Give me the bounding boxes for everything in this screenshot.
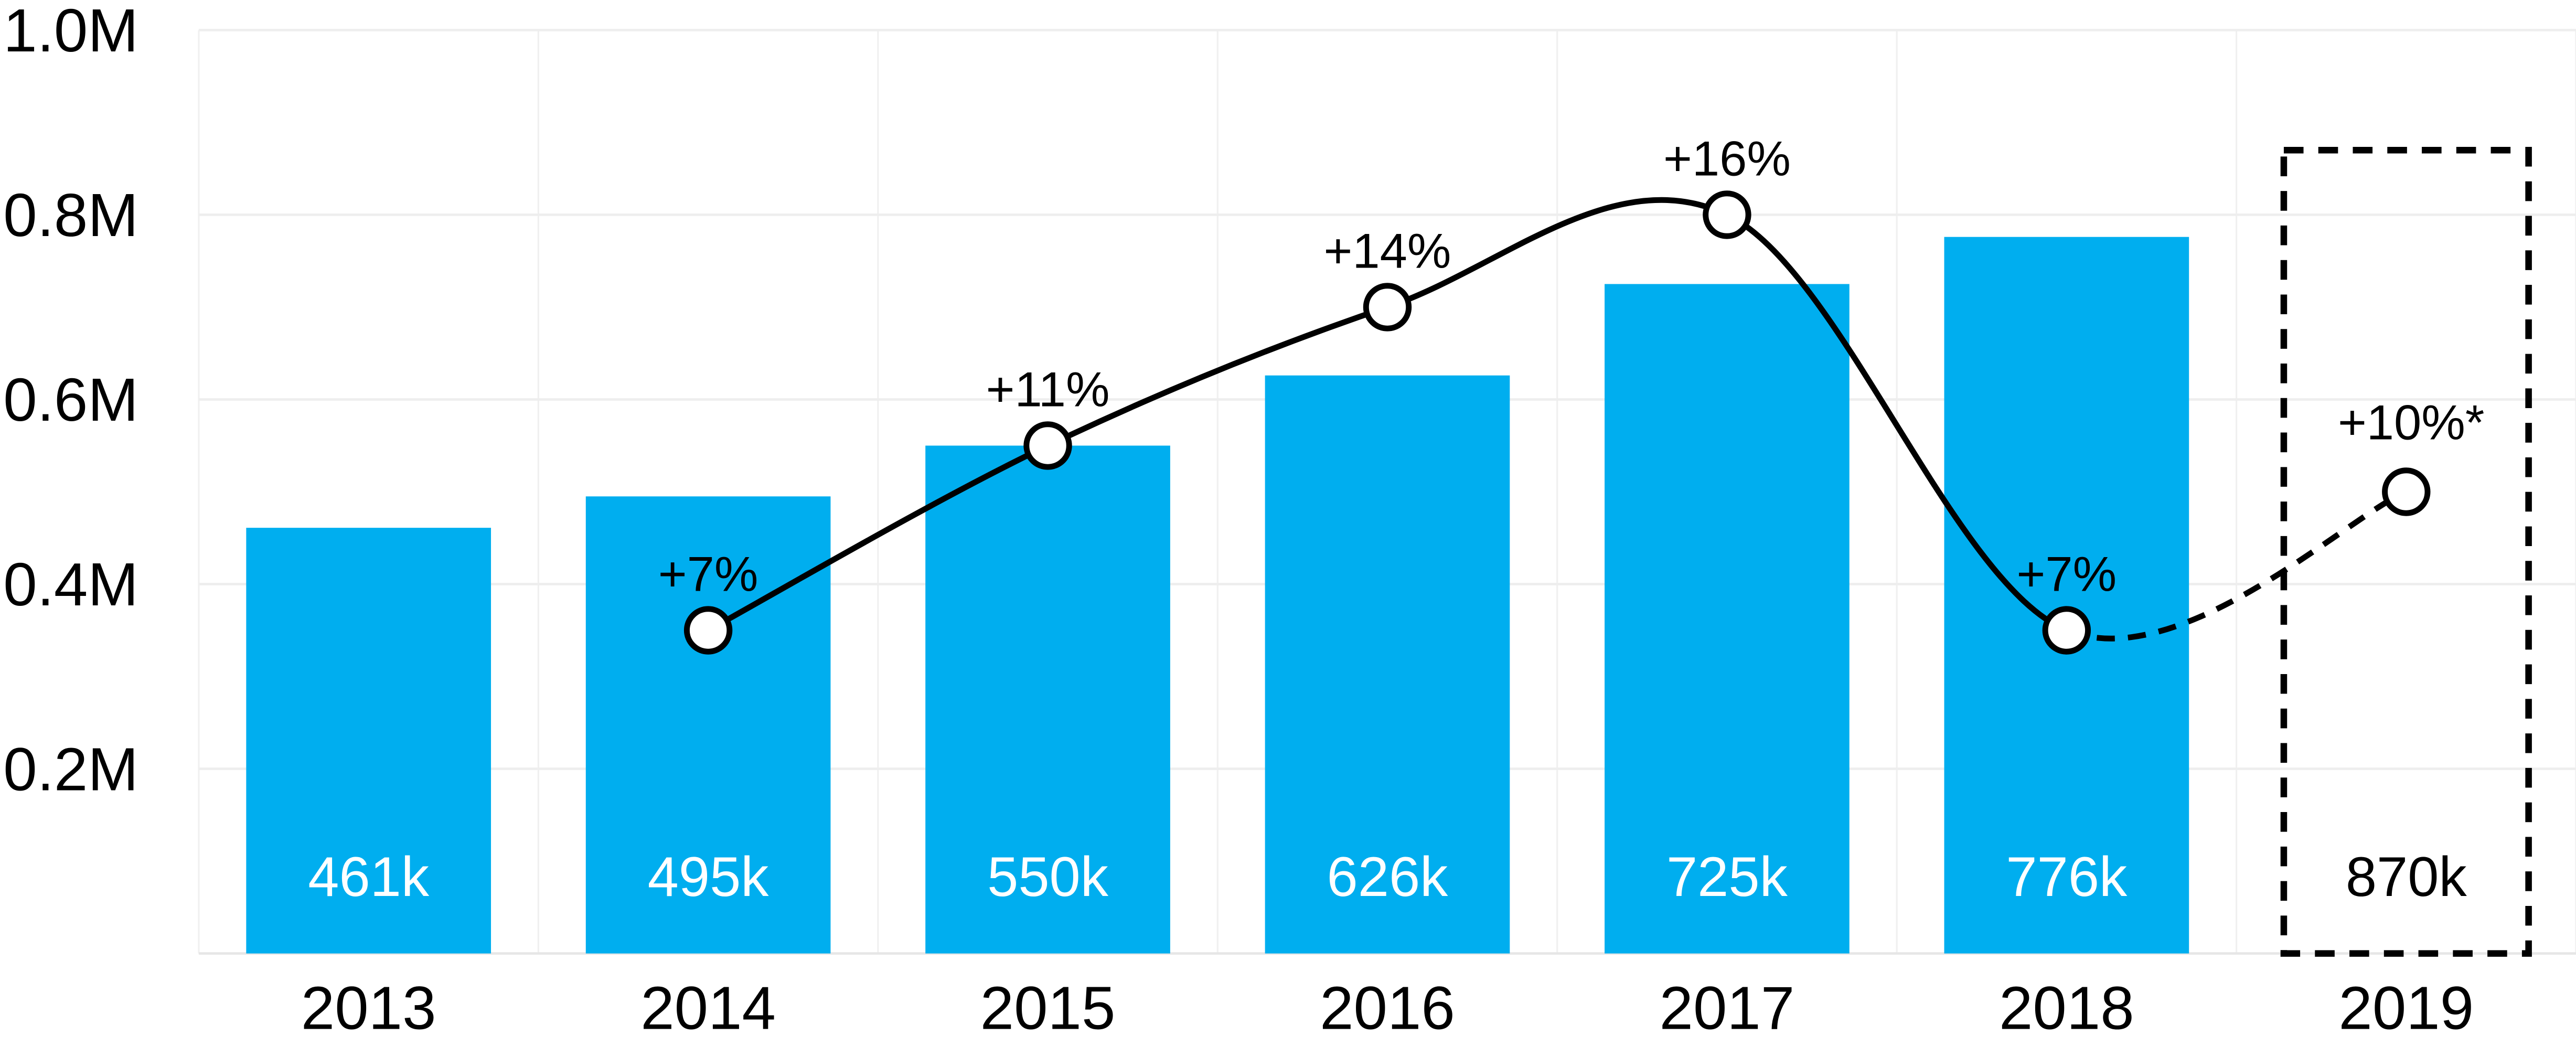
- growth-label: +7%: [2017, 546, 2117, 601]
- bar: [925, 445, 1170, 954]
- bar: [585, 496, 831, 954]
- growth-point: [683, 606, 733, 655]
- growth-point: [1703, 190, 1751, 239]
- growth-point: [1023, 421, 1072, 470]
- bar-value-label: 626k: [1327, 846, 1449, 908]
- growth-line-actual: [707, 197, 2068, 633]
- y-tick-label: 0.6M: [3, 366, 138, 434]
- growth-label: +14%: [1324, 223, 1451, 278]
- projected-bar: [2280, 146, 2532, 957]
- x-axis: 2013 2014 2015 2016 2017 2018 2019: [301, 974, 2474, 1042]
- growth-line-projected: [2065, 489, 2408, 642]
- growth-point: [2382, 467, 2431, 516]
- y-axis: 0.2M 0.4M 0.6M 0.8M 1.0M: [3, 0, 138, 803]
- x-tick-label: 2015: [980, 974, 1116, 1042]
- x-tick-label: 2014: [640, 974, 776, 1042]
- x-tick-label: 2018: [1999, 974, 2134, 1042]
- bars: 461k 495k 550k 626k 725k 776k 870k: [246, 146, 2532, 957]
- y-tick-label: 1.0M: [3, 0, 138, 65]
- bar-value-label: 870k: [2346, 846, 2467, 908]
- bar-value-label: 776k: [2006, 846, 2128, 908]
- y-tick-label: 0.8M: [3, 181, 138, 249]
- growth-label: +7%: [658, 546, 758, 601]
- y-tick-label: 0.2M: [3, 735, 138, 803]
- bar-value-label: 725k: [1666, 846, 1788, 908]
- bar: [246, 528, 491, 954]
- bar-value-label: 495k: [648, 846, 769, 908]
- x-tick-label: 2017: [1660, 974, 1795, 1042]
- bar: [1265, 375, 1510, 954]
- growth-label: +11%: [986, 361, 1110, 417]
- bar: [1944, 237, 2189, 954]
- y-tick-label: 0.4M: [3, 550, 138, 618]
- growth-label: +10%*: [2338, 394, 2484, 450]
- x-tick-label: 2013: [301, 974, 436, 1042]
- x-tick-label: 2019: [2338, 974, 2474, 1042]
- growth-line: +7% +11% +14% +16% +7% +10%*: [658, 131, 2484, 655]
- x-tick-label: 2016: [1320, 974, 1455, 1042]
- bar: [1605, 284, 1850, 954]
- bar-value-label: 461k: [308, 846, 430, 908]
- growth-point: [2042, 606, 2091, 655]
- growth-label: +16%: [1663, 131, 1791, 186]
- growth-point: [1363, 283, 1412, 332]
- bar-value-label: 550k: [987, 846, 1109, 908]
